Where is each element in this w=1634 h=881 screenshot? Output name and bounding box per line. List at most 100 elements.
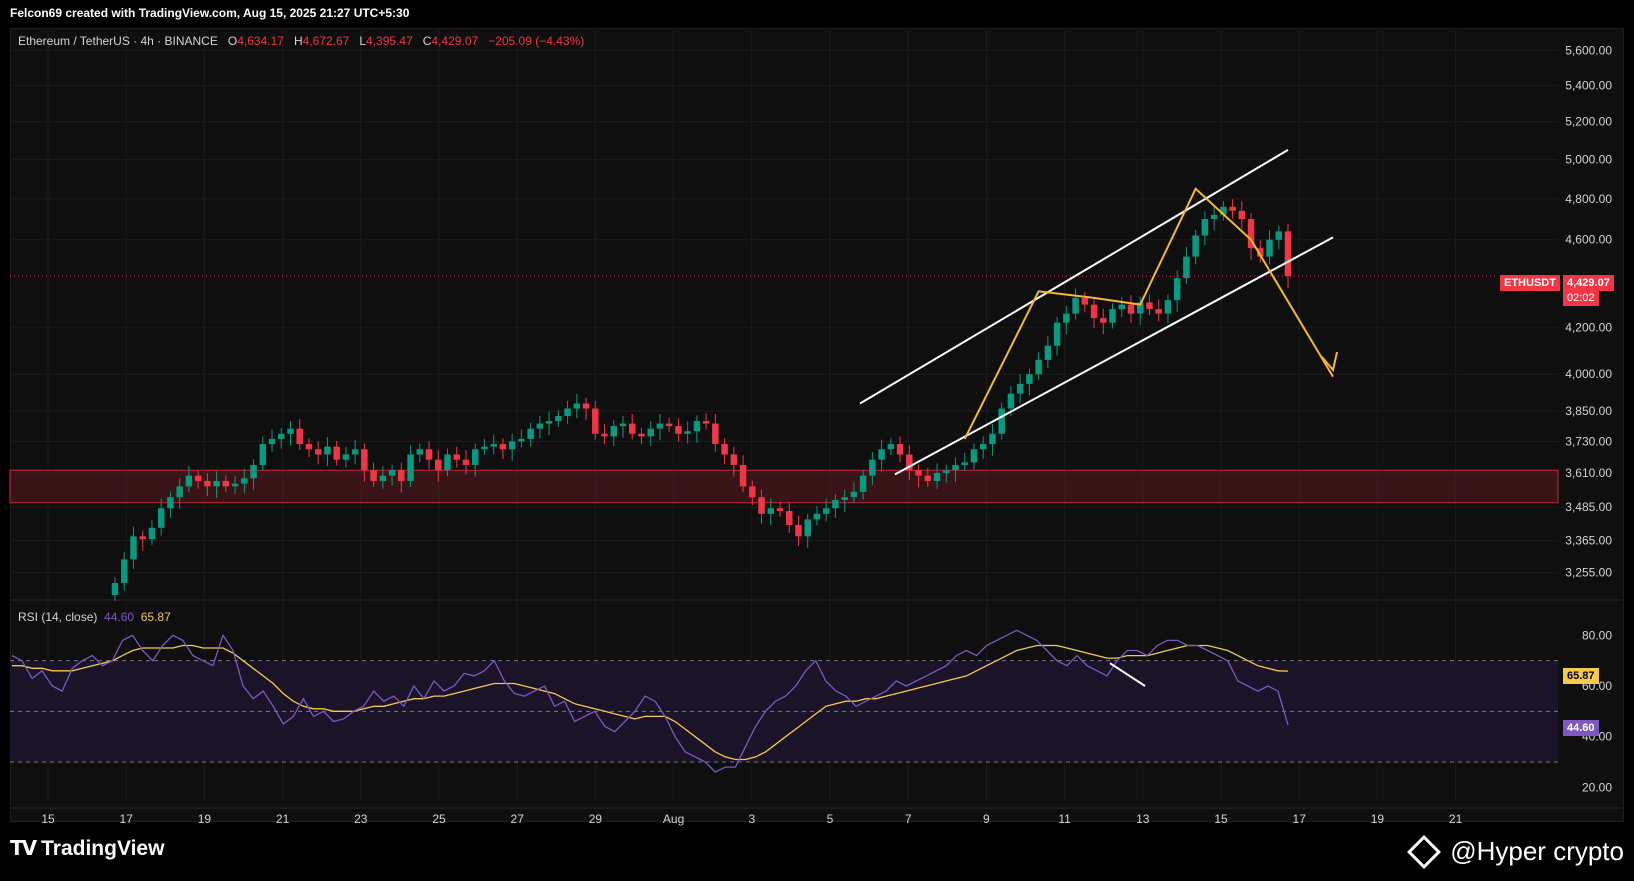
time-axis-label: 15	[1214, 812, 1228, 826]
candle	[767, 508, 775, 514]
candle	[425, 449, 433, 460]
candle	[314, 449, 322, 455]
candle	[998, 408, 1005, 434]
candle	[758, 497, 765, 514]
candle	[721, 444, 728, 455]
time-axis-label: 19	[198, 812, 212, 826]
rsi-axis-label: 20.00	[1582, 780, 1612, 794]
time-axis-label: 17	[120, 812, 134, 826]
time-axis-label: 21	[276, 812, 290, 826]
watermark-label: @Hyper crypto	[1450, 836, 1624, 866]
candle	[638, 433, 645, 437]
binance-diamond-icon	[1407, 834, 1442, 869]
time-axis-label: Aug	[663, 812, 684, 826]
candle	[896, 444, 904, 455]
candle	[1210, 214, 1218, 220]
price-axis-label: 3,850.00	[1565, 404, 1612, 418]
candle	[213, 480, 220, 487]
rsi-legend: RSI (14, close) 44.60 65.87	[18, 610, 171, 624]
countdown-tag: 02:02	[1563, 290, 1599, 306]
pattern-arrowhead	[1321, 351, 1338, 373]
candle	[1072, 297, 1079, 314]
candle	[1053, 322, 1061, 346]
candle	[1164, 300, 1172, 314]
candle	[324, 446, 331, 455]
candle	[130, 536, 137, 560]
time-axis-label: 15	[41, 812, 55, 826]
time-axis-label: 9	[983, 812, 990, 826]
candle	[1035, 359, 1042, 375]
symbol-title: Ethereum / TetherUS · 4h · BINANCE	[18, 34, 218, 48]
candle	[1229, 206, 1236, 211]
candle	[693, 421, 701, 432]
candle	[1173, 278, 1181, 301]
candle	[943, 470, 950, 473]
candle	[545, 421, 553, 424]
candle	[1275, 231, 1282, 240]
candle	[1192, 235, 1199, 257]
open-label: O	[227, 34, 238, 48]
candle	[1220, 206, 1227, 215]
candle	[665, 423, 673, 427]
candle	[204, 480, 211, 487]
candle	[499, 444, 507, 450]
candle	[111, 582, 119, 595]
candle	[379, 475, 387, 481]
candle	[1100, 318, 1107, 323]
candle	[1266, 239, 1273, 257]
candle	[462, 459, 470, 465]
chart-credit: Felcon69 created with TradingView.com, A…	[10, 6, 410, 20]
candle	[1127, 304, 1135, 314]
candle	[610, 426, 617, 437]
candle	[1155, 309, 1162, 314]
candle	[702, 421, 710, 424]
candle	[859, 475, 867, 492]
price-axis-label: 3,485.00	[1565, 500, 1612, 514]
candle	[555, 416, 562, 422]
open-value: 4,634.17	[237, 34, 284, 48]
candle	[1090, 304, 1098, 319]
candle	[407, 454, 414, 481]
time-axis-label: 19	[1371, 812, 1385, 826]
candle	[1201, 219, 1209, 236]
candle	[1247, 219, 1255, 249]
rsi-ma-line	[12, 644, 1289, 761]
brand-label: TradingView	[41, 836, 165, 860]
candle	[167, 497, 174, 509]
candle	[388, 470, 396, 476]
rsi-line	[11, 629, 1289, 773]
candle	[1238, 210, 1246, 220]
candle	[684, 431, 691, 434]
time-axis-label: 11	[1058, 812, 1071, 826]
candle	[157, 508, 165, 528]
candle	[601, 433, 608, 437]
symbol-legend: Ethereum / TetherUS · 4h · BINANCE O4,63…	[18, 34, 584, 48]
candle	[398, 470, 405, 481]
tradingview-brand: 𝗧𝗩 TradingView	[10, 836, 164, 861]
candle	[1109, 309, 1116, 323]
low-value: 4,395.47	[366, 34, 413, 48]
price-axis-label: 5,200.00	[1565, 115, 1612, 129]
candle	[121, 559, 128, 583]
candle	[952, 464, 959, 471]
candle	[278, 433, 285, 439]
pattern-line	[963, 187, 1334, 440]
price-axis-label: 3,365.00	[1565, 534, 1612, 548]
candle	[305, 444, 313, 450]
candle	[961, 462, 968, 465]
candle	[185, 475, 193, 487]
candle	[536, 423, 544, 429]
candle	[453, 454, 460, 460]
candle	[592, 408, 599, 434]
candle	[832, 499, 839, 509]
candle	[333, 446, 340, 460]
candle	[444, 454, 451, 471]
candle	[619, 423, 627, 427]
price-axis-label: 5,600.00	[1565, 43, 1612, 57]
candle	[1146, 302, 1153, 310]
low-label: L	[359, 34, 367, 48]
candle	[795, 524, 802, 537]
candle	[1257, 248, 1264, 257]
candle	[582, 403, 590, 409]
